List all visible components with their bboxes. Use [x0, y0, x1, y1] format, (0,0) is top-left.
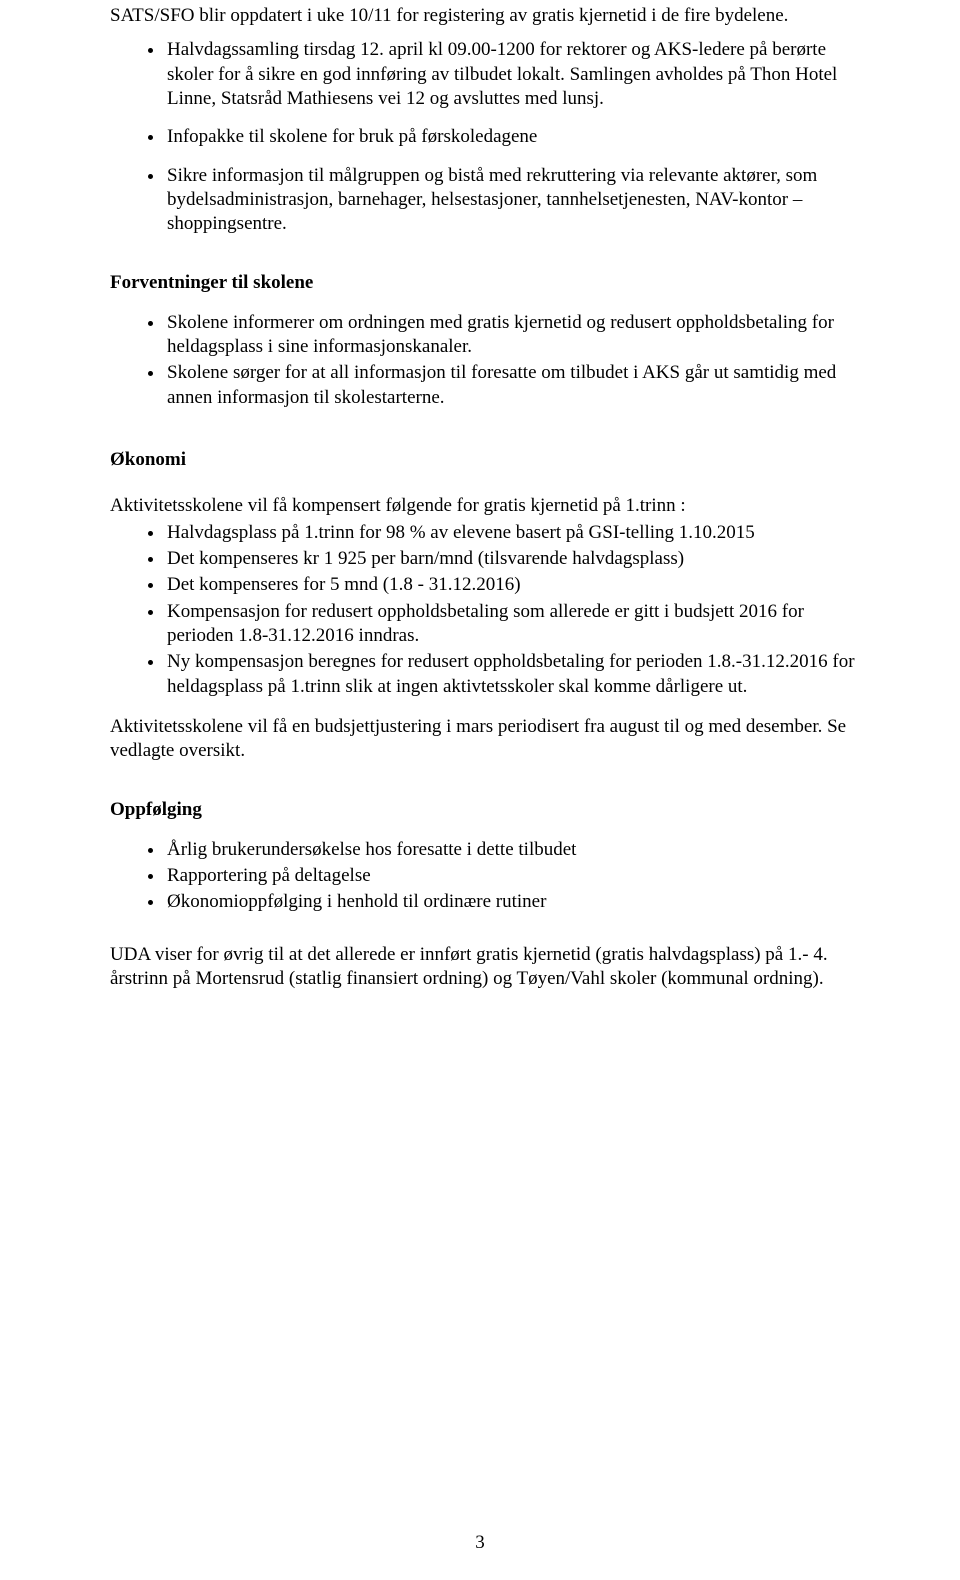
list-item: Infopakke til skolene for bruk på førsko…	[165, 125, 860, 149]
list-item: Kompensasjon for redusert oppholdsbetali…	[165, 600, 860, 649]
section-heading-okonomi: Økonomi	[110, 448, 860, 472]
section-heading-oppfolging: Oppfølging	[110, 798, 860, 822]
okonomi-list: Halvdagsplass på 1.trinn for 98 % av ele…	[110, 521, 860, 699]
intro-bullet-list: Halvdagssamling tirsdag 12. april kl 09.…	[110, 38, 860, 236]
okonomi-intro: Aktivitetsskolene vil få kompensert følg…	[110, 494, 860, 518]
list-item: Sikre informasjon til målgruppen og bist…	[165, 164, 860, 237]
list-item: Skolene informerer om ordningen med grat…	[165, 311, 860, 360]
list-item: Det kompenseres for 5 mnd (1.8 - 31.12.2…	[165, 573, 860, 597]
page-number: 3	[0, 1532, 960, 1554]
list-item: Halvdagsplass på 1.trinn for 98 % av ele…	[165, 521, 860, 545]
list-item: Økonomioppfølging i henhold til ordinære…	[165, 890, 860, 914]
list-item: Det kompenseres kr 1 925 per barn/mnd (t…	[165, 547, 860, 571]
intro-paragraph: SATS/SFO blir oppdatert i uke 10/11 for …	[110, 4, 860, 28]
closing-paragraph: UDA viser for øvrig til at det allerede …	[110, 943, 860, 992]
forventninger-list: Skolene informerer om ordningen med grat…	[110, 311, 860, 410]
okonomi-note: Aktivitetsskolene vil få en budsjettjust…	[110, 715, 860, 764]
list-item: Halvdagssamling tirsdag 12. april kl 09.…	[165, 38, 860, 111]
list-item: Årlig brukerundersøkelse hos foresatte i…	[165, 838, 860, 862]
document-page: SATS/SFO blir oppdatert i uke 10/11 for …	[0, 0, 960, 1580]
list-item: Rapportering på deltagelse	[165, 864, 860, 888]
list-item: Ny kompensasjon beregnes for redusert op…	[165, 650, 860, 699]
list-item: Skolene sørger for at all informasjon ti…	[165, 361, 860, 410]
oppfolging-list: Årlig brukerundersøkelse hos foresatte i…	[110, 838, 860, 915]
section-heading-forventninger: Forventninger til skolene	[110, 271, 860, 295]
